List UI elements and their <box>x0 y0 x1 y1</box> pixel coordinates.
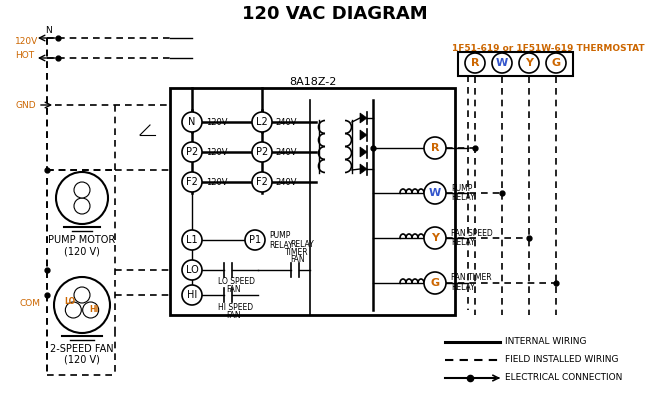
Circle shape <box>182 285 202 305</box>
Text: PUMP: PUMP <box>269 230 290 240</box>
Polygon shape <box>360 164 367 174</box>
Text: 240V: 240V <box>275 178 297 186</box>
Circle shape <box>74 198 90 214</box>
Text: HI SPEED: HI SPEED <box>218 303 253 311</box>
Text: G: G <box>551 58 561 68</box>
Text: 2-SPEED FAN: 2-SPEED FAN <box>50 344 114 354</box>
Circle shape <box>182 142 202 162</box>
Circle shape <box>182 112 202 132</box>
Text: HOT: HOT <box>15 51 34 59</box>
Text: FAN: FAN <box>226 285 241 295</box>
Text: R: R <box>471 58 479 68</box>
Text: 240V: 240V <box>275 147 297 157</box>
Circle shape <box>66 302 81 318</box>
Text: RELAY: RELAY <box>451 192 475 202</box>
Text: FAN TIMER: FAN TIMER <box>451 274 492 282</box>
Circle shape <box>56 172 108 224</box>
Circle shape <box>74 287 90 303</box>
Text: RELAY: RELAY <box>269 241 293 249</box>
Polygon shape <box>360 113 367 123</box>
Bar <box>170 88 455 315</box>
Circle shape <box>424 182 446 204</box>
Circle shape <box>424 227 446 249</box>
Circle shape <box>519 53 539 73</box>
Circle shape <box>252 112 272 132</box>
Circle shape <box>252 172 272 192</box>
Circle shape <box>424 137 446 159</box>
Text: 8A18Z-2: 8A18Z-2 <box>289 77 336 87</box>
Circle shape <box>424 272 446 294</box>
Text: HI: HI <box>187 290 197 300</box>
Text: (120 V): (120 V) <box>64 355 100 365</box>
Polygon shape <box>360 130 367 140</box>
Text: L2: L2 <box>256 117 268 127</box>
Text: 120V: 120V <box>206 117 228 127</box>
Text: 120 VAC DIAGRAM: 120 VAC DIAGRAM <box>242 5 428 23</box>
Text: 240V: 240V <box>275 117 297 127</box>
Text: ELECTRICAL CONNECTION: ELECTRICAL CONNECTION <box>505 373 622 383</box>
Text: FIELD INSTALLED WIRING: FIELD INSTALLED WIRING <box>505 355 618 365</box>
Text: 120V: 120V <box>15 36 38 46</box>
Bar <box>458 52 573 76</box>
Circle shape <box>54 277 110 333</box>
Circle shape <box>492 53 512 73</box>
Text: 120V: 120V <box>206 147 228 157</box>
Text: R: R <box>431 143 440 153</box>
Circle shape <box>465 53 485 73</box>
Text: (120 V): (120 V) <box>64 246 100 256</box>
Text: P2: P2 <box>256 147 268 157</box>
Text: F2: F2 <box>186 177 198 187</box>
Text: LO SPEED: LO SPEED <box>218 277 255 287</box>
Circle shape <box>182 260 202 280</box>
Text: PUMP: PUMP <box>451 184 472 192</box>
Text: RELAY: RELAY <box>451 282 475 292</box>
Text: W: W <box>429 188 441 198</box>
Text: G: G <box>430 278 440 288</box>
Text: 120V: 120V <box>206 178 228 186</box>
Text: COM: COM <box>19 298 40 308</box>
Text: F2: F2 <box>256 177 268 187</box>
Text: INTERNAL WIRING: INTERNAL WIRING <box>505 337 586 347</box>
Text: RELAY: RELAY <box>451 238 475 246</box>
Circle shape <box>252 142 272 162</box>
Circle shape <box>245 230 265 250</box>
Text: Y: Y <box>525 58 533 68</box>
Circle shape <box>182 230 202 250</box>
Text: L1: L1 <box>186 235 198 245</box>
Text: TIMER: TIMER <box>285 248 309 256</box>
Text: PUMP MOTOR: PUMP MOTOR <box>48 235 116 245</box>
Text: RELAY: RELAY <box>290 240 314 248</box>
Text: FAN SPEED: FAN SPEED <box>451 228 492 238</box>
Text: FAN: FAN <box>226 310 241 320</box>
Text: P2: P2 <box>186 147 198 157</box>
Text: W: W <box>496 58 508 68</box>
Text: Y: Y <box>431 233 439 243</box>
Text: LO: LO <box>64 297 76 305</box>
Text: N: N <box>45 26 52 34</box>
Text: N: N <box>188 117 196 127</box>
Text: P1: P1 <box>249 235 261 245</box>
Polygon shape <box>360 147 367 157</box>
Text: FAN: FAN <box>290 256 305 264</box>
Text: HI: HI <box>89 305 98 313</box>
Text: 1F51-619 or 1F51W-619 THERMOSTAT: 1F51-619 or 1F51W-619 THERMOSTAT <box>452 44 645 52</box>
Text: GND: GND <box>15 101 36 109</box>
Circle shape <box>82 302 98 318</box>
Circle shape <box>182 172 202 192</box>
Text: LO: LO <box>186 265 198 275</box>
Circle shape <box>74 182 90 198</box>
Circle shape <box>546 53 566 73</box>
